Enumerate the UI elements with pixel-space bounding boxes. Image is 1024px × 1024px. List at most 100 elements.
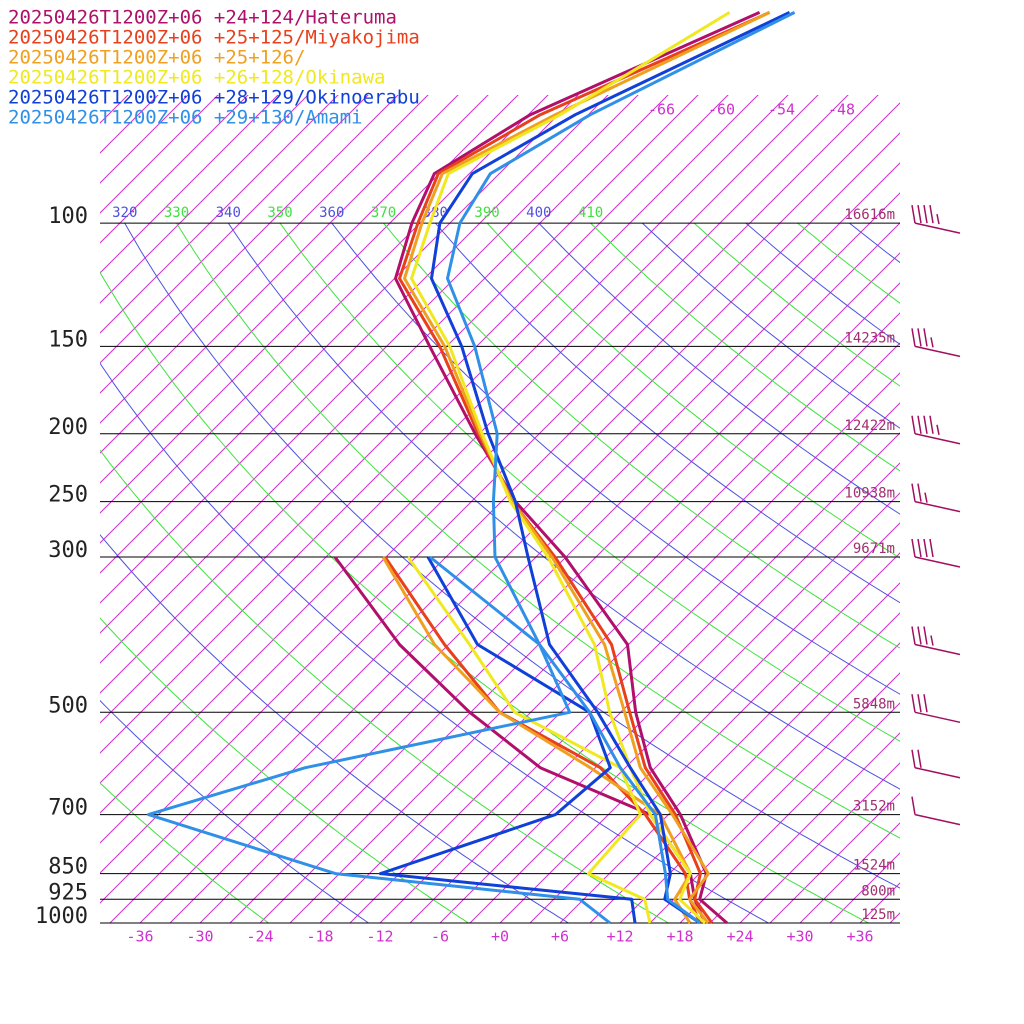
wind-barb [911, 538, 961, 568]
barb-full [911, 415, 916, 434]
isotherm-label: -54 [768, 101, 795, 119]
barb-full [911, 204, 916, 224]
barb-full [911, 328, 916, 347]
isotherm [259, 282, 900, 923]
height-label: 125m [861, 907, 895, 923]
barb-full [911, 483, 916, 502]
isotherm [100, 95, 519, 514]
isotherm [100, 95, 639, 634]
dry-adiabat [176, 223, 900, 839]
isotherm [100, 95, 159, 154]
barb-full [917, 204, 922, 224]
isotherm [169, 192, 900, 923]
isotherm [529, 552, 900, 923]
isotherm [0, 0, 13, 923]
isotherm [100, 95, 219, 214]
barb-staff [914, 813, 961, 826]
barb-full [929, 538, 934, 558]
dry-adiabat [901, 223, 1024, 923]
y-tick-label: 925 [48, 880, 88, 905]
dry-adiabat [693, 223, 900, 387]
barb-half [924, 492, 928, 503]
barb-full [911, 538, 916, 558]
barb-full [923, 538, 928, 558]
dry-adiabat [953, 223, 1024, 923]
barb-half [930, 635, 934, 646]
barb-full [923, 694, 928, 713]
isotherm [100, 95, 489, 484]
isotherm [100, 95, 699, 694]
wind-barb [911, 483, 961, 513]
legend-entry: 20250426T1200Z+06 +28+129/Okinoerabu [8, 87, 420, 109]
x-tick-label: +18 [666, 928, 693, 946]
isotherm [0, 0, 193, 923]
height-label: 800m [861, 883, 895, 899]
wind-barb [911, 626, 961, 656]
isotherm [0, 0, 43, 923]
dry-adiabats [100, 223, 1024, 923]
height-label: 16616m [844, 207, 895, 223]
dry-adiabat [797, 223, 900, 304]
height-label: 3152m [853, 799, 895, 815]
dry-adiabat-label: 350 [267, 205, 292, 221]
height-label: 14235m [844, 330, 895, 346]
x-tick-label: +0 [491, 928, 509, 946]
barb-full [911, 796, 916, 815]
barb-full [917, 626, 922, 645]
isotherm [100, 95, 339, 334]
isotherm [100, 95, 879, 874]
y-tick-label: 150 [48, 327, 88, 352]
height-label: 12422m [844, 418, 895, 434]
isotherm-label: -48 [828, 101, 855, 119]
isotherm [100, 95, 399, 394]
dry-adiabat-label: 400 [526, 205, 551, 221]
dewpoint-line [381, 556, 692, 924]
barb-full [929, 415, 934, 434]
x-tick-label: +12 [606, 928, 633, 946]
dry-adiabat-label: 340 [216, 205, 241, 221]
isotherm [0, 0, 163, 923]
isotherm [100, 95, 309, 304]
isotherm-label: -60 [708, 101, 735, 119]
barb-half [930, 337, 934, 348]
y-tick-label: 850 [48, 855, 88, 880]
barb-full [917, 694, 922, 713]
dewpoint-line [406, 556, 652, 924]
y-tick-label: 200 [48, 415, 88, 440]
isotherm [0, 0, 103, 923]
y-tick-label: 100 [48, 204, 88, 229]
isotherm [100, 102, 900, 904]
isotherm [409, 432, 900, 923]
isotherm [439, 462, 900, 923]
legend-entry: 20250426T1200Z+06 +29+130/Amami [8, 107, 363, 129]
barb-staff [914, 643, 961, 656]
x-tick-label: -24 [246, 928, 273, 946]
barb-full [911, 749, 916, 768]
y-tick-label: 700 [48, 796, 88, 821]
y-tick-label: 250 [48, 483, 88, 508]
x-tick-label: +36 [846, 928, 873, 946]
dry-adiabat-label: 410 [578, 205, 603, 221]
isotherm [499, 522, 900, 923]
barb-half [936, 424, 940, 435]
legend-entry: 20250426T1200Z+06 +24+124/Hateruma [8, 7, 397, 29]
barb-staff [914, 711, 961, 724]
height-label: 9671m [853, 541, 895, 557]
x-tick-label: -12 [366, 928, 393, 946]
height-label: 10938m [844, 486, 895, 502]
isotherm [679, 702, 900, 923]
isotherm [709, 732, 900, 923]
isotherm [0, 0, 73, 923]
isotherm [100, 95, 729, 724]
isotherm [100, 95, 549, 544]
isotherm [100, 95, 759, 754]
x-tick-label: +30 [786, 928, 813, 946]
y-tick-label: 1000 [35, 904, 88, 929]
wind-barb [911, 694, 961, 724]
x-tick-label: -36 [126, 928, 153, 946]
dewpoint-line [146, 555, 611, 925]
x-tick-label: +24 [726, 928, 753, 946]
isotherm [100, 95, 669, 664]
barb-full [923, 626, 928, 645]
